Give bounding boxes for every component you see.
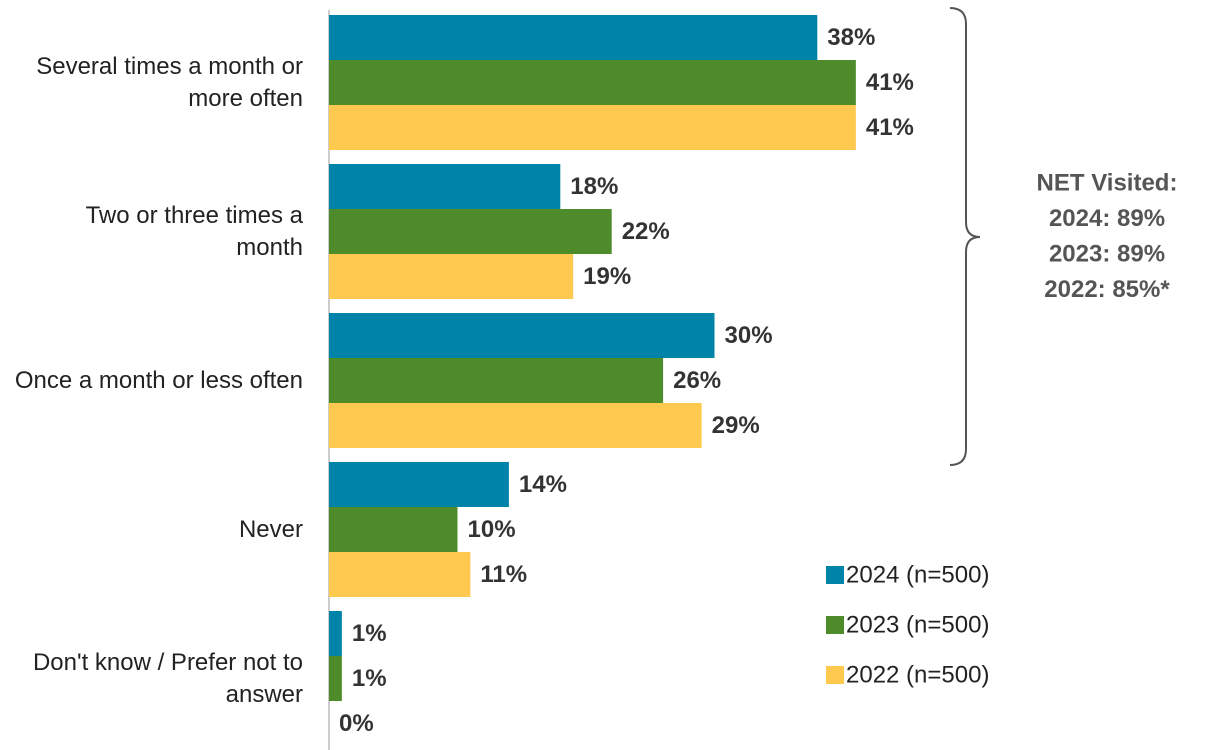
value-label: 30% [725,322,773,349]
value-label: 0% [339,710,374,737]
annotation: 2022: 85%* [1044,276,1170,303]
bar [329,209,612,254]
value-label: 1% [352,665,387,692]
bar [329,105,856,150]
value-label: 29% [712,412,760,439]
bar [329,403,702,448]
legend-label: 2024 (n=500) [846,561,989,588]
value-label: 26% [673,367,721,394]
value-label: 11% [480,561,527,588]
bar [329,254,574,299]
bar [329,611,342,656]
brace [949,7,981,466]
legend-swatch [826,566,844,584]
category-label: Two or three times a month [85,201,303,261]
value-label: 22% [622,218,670,245]
annotation: 2023: 89% [1049,240,1165,267]
value-label: 41% [866,114,914,141]
legend-label: 2023 (n=500) [846,611,989,638]
bar [329,552,471,597]
bar [329,164,561,209]
legend-label: 2022 (n=500) [846,661,989,688]
category-label: Don't know / Prefer not to answer [32,648,303,708]
bar [329,60,856,105]
annotation: NET Visited: [1037,169,1178,196]
bar [329,313,715,358]
value-label: 41% [866,69,914,96]
value-label: 10% [468,516,516,543]
value-label: 38% [827,24,875,51]
bar [329,656,342,701]
value-label: 1% [352,620,387,647]
legend-swatch [826,616,844,634]
value-label: 18% [570,173,618,200]
category-label: Several times a month or more often [36,52,303,112]
value-label: 19% [583,263,631,290]
bar [329,358,664,403]
value-label: 14% [519,471,567,498]
legend-swatch [826,666,844,684]
bar [329,507,458,552]
annotation: 2024: 89% [1049,205,1165,232]
bar [329,462,509,507]
category-label: Never [238,515,303,543]
bar [329,15,818,60]
category-label: Once a month or less often [14,366,303,394]
